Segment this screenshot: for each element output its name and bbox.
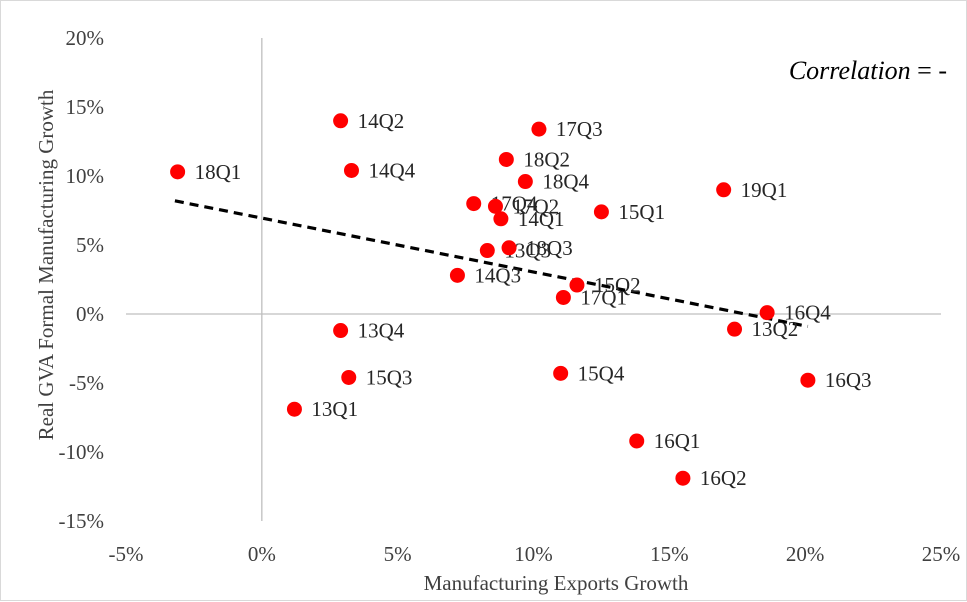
point-label: 18Q3 [526, 236, 573, 260]
data-point [343, 162, 359, 178]
point-label: 15Q1 [618, 200, 665, 224]
point-label: 15Q3 [366, 365, 413, 389]
point-label: 16Q1 [654, 429, 701, 453]
point-label: 14Q3 [474, 263, 521, 287]
y-tick-label: 0% [76, 302, 104, 326]
point-label: 18Q2 [523, 147, 570, 171]
x-tick-label: 0% [248, 542, 276, 566]
point-label: 19Q1 [741, 178, 788, 202]
data-point [716, 182, 732, 198]
correlation-prefix: Correlation [789, 56, 911, 85]
point-label: 15Q2 [594, 273, 641, 297]
data-point [170, 164, 186, 180]
data-point [493, 211, 509, 227]
x-tick-label: 5% [384, 542, 412, 566]
point-label: 18Q4 [542, 170, 589, 194]
data-point [501, 240, 517, 256]
y-tick-label: -10% [59, 440, 105, 464]
data-point [341, 369, 357, 385]
data-point [333, 323, 349, 339]
y-tick-label: 20% [66, 26, 105, 50]
data-point [593, 204, 609, 220]
point-label: 16Q4 [784, 301, 831, 325]
y-tick-label: -5% [69, 371, 104, 395]
trendline [174, 199, 809, 328]
correlation-annotation: Correlation = - [789, 56, 947, 85]
point-label: 17Q2 [512, 194, 559, 218]
point-label: 13Q4 [358, 319, 405, 343]
point-label: 14Q2 [358, 109, 405, 133]
y-tick-label: 5% [76, 233, 104, 257]
data-point [487, 198, 503, 214]
data-point [800, 372, 816, 388]
data-point [333, 113, 349, 129]
point-label: 17Q1 [580, 285, 627, 309]
y-tick-label: 10% [66, 164, 105, 188]
data-point [479, 243, 495, 259]
data-point [531, 121, 547, 137]
point-label: 17Q3 [556, 117, 603, 141]
y-tick-label: 15% [66, 95, 105, 119]
data-point [498, 151, 514, 167]
data-point [555, 289, 571, 305]
axes [126, 38, 941, 521]
data-point [759, 305, 775, 321]
data-point [553, 365, 569, 381]
x-tick-label: 20% [786, 542, 825, 566]
y-tick-label: -15% [59, 509, 105, 533]
point-label: 14Q4 [368, 158, 415, 182]
x-tick-label: -5% [109, 542, 144, 566]
x-tick-label: 10% [514, 542, 553, 566]
data-point [449, 267, 465, 283]
point-label: 16Q2 [700, 466, 747, 490]
trendline-group [174, 199, 809, 328]
correlation-suffix: = - [911, 56, 947, 85]
point-label: 15Q4 [578, 361, 625, 385]
y-axis-title: Real GVA Formal Manufacturing Growth [34, 89, 58, 440]
data-point [727, 321, 743, 337]
point-label: 13Q2 [752, 317, 799, 341]
data-point [629, 433, 645, 449]
tick-labels: -5% 0% 5% 10% 15% 20% 25% -15% -10% -5% 0% 5% 10% 15%… [59, 26, 961, 566]
data-point [569, 277, 585, 293]
data-point [466, 196, 482, 212]
data-point [675, 470, 691, 486]
x-axis-title: Manufacturing Exports Growth [424, 571, 689, 595]
x-tick-label: 15% [650, 542, 689, 566]
point-label: 14Q1 [518, 207, 565, 231]
data-point [517, 174, 533, 190]
data-point [286, 401, 302, 417]
point-label: 13Q1 [311, 397, 358, 421]
point-label: 16Q3 [825, 368, 872, 392]
x-tick-label: 25% [922, 542, 961, 566]
point-label: 18Q1 [195, 160, 242, 184]
